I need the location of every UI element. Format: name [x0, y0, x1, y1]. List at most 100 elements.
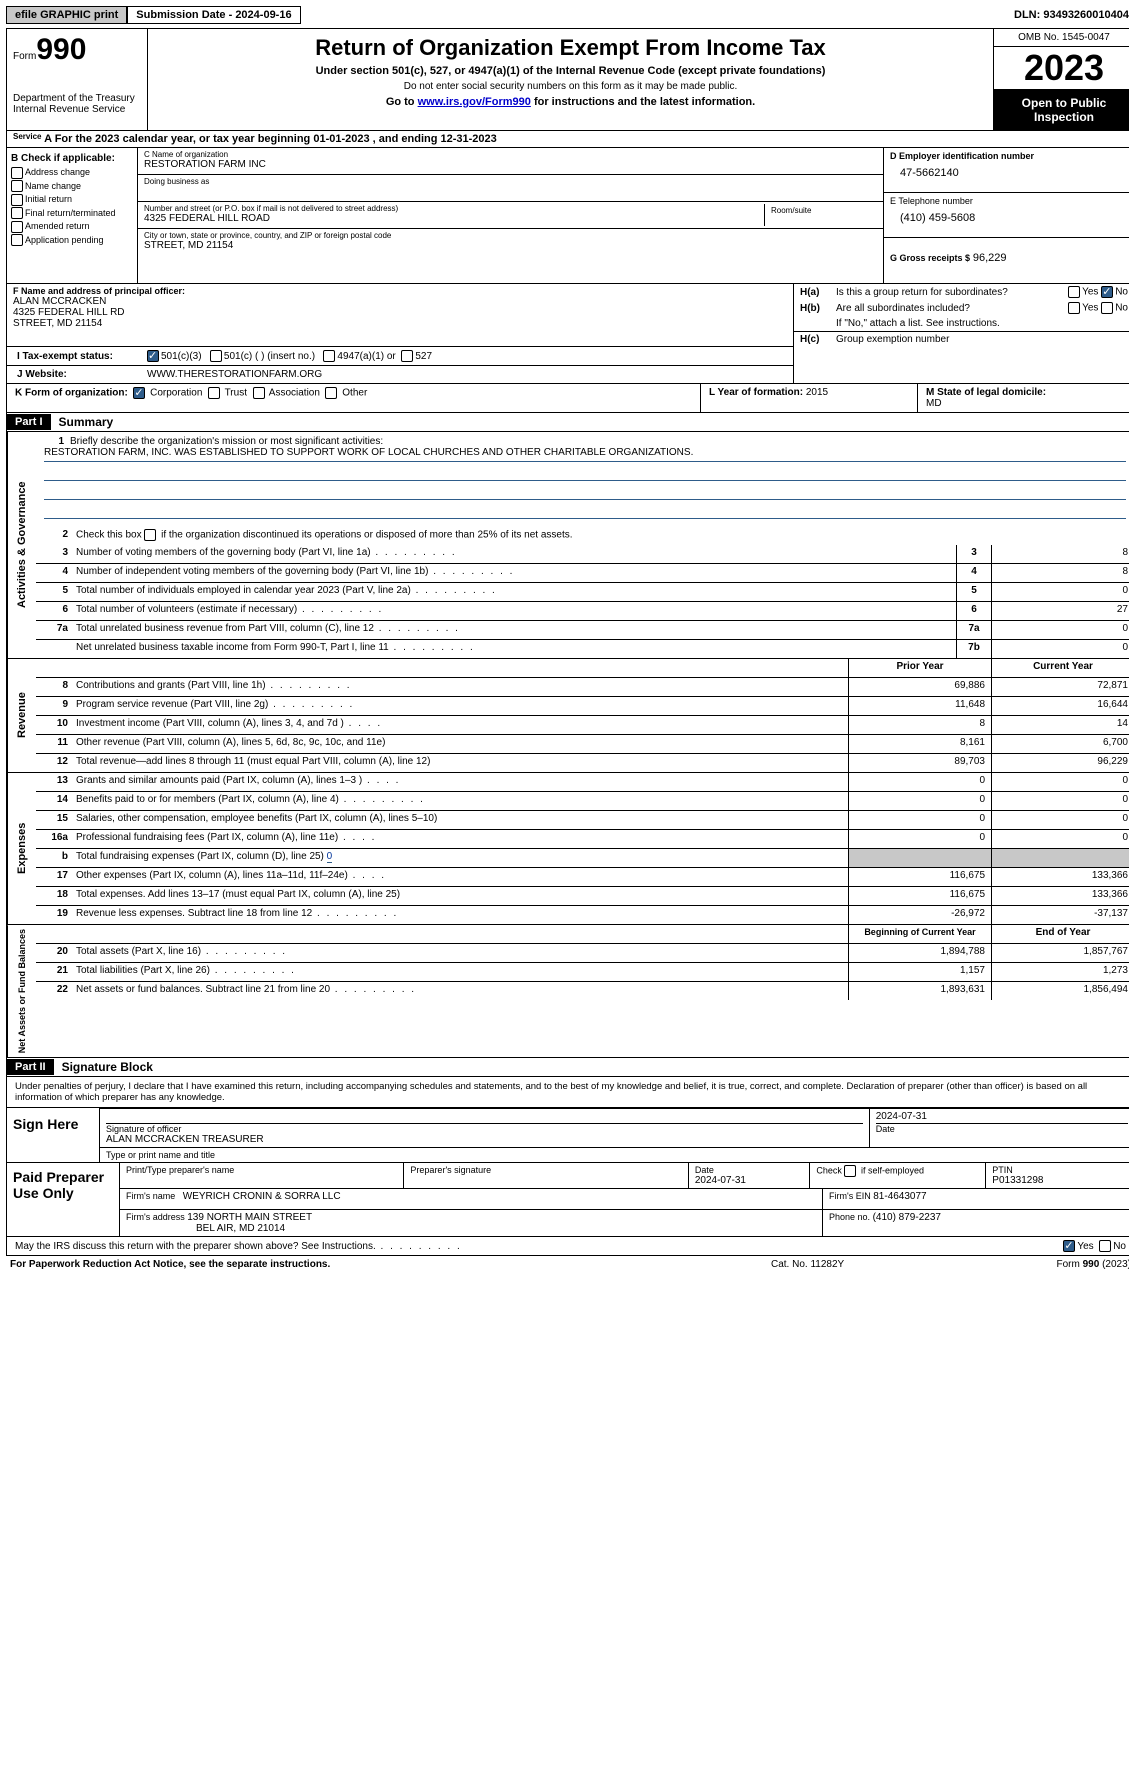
vtab-expenses: Expenses [7, 773, 36, 924]
hb-note: If "No," attach a list. See instructions… [836, 318, 1128, 329]
officer-label: F Name and address of principal officer: [13, 286, 787, 296]
preparer-sig-label: Preparer's signature [404, 1163, 688, 1188]
line11-desc: Other revenue (Part VIII, column (A), li… [72, 735, 848, 753]
checkbox-name-change[interactable] [11, 180, 23, 192]
line19-curr: -37,137 [991, 906, 1129, 924]
ptin-value: P01331298 [992, 1175, 1043, 1186]
street-value: 4325 FEDERAL HILL ROAD [144, 213, 764, 224]
hdr-current-year: Current Year [991, 659, 1129, 677]
checkbox-4947[interactable] [323, 350, 335, 362]
line4-val: 8 [991, 564, 1129, 582]
line16a-prior: 0 [848, 830, 991, 848]
checkbox-initial-return[interactable] [11, 194, 23, 206]
checkbox-self-employed[interactable] [844, 1165, 856, 1177]
paperwork-notice: For Paperwork Reduction Act Notice, see … [10, 1259, 771, 1270]
firm-addr1: 139 NORTH MAIN STREET [187, 1212, 312, 1223]
org-name-value: RESTORATION FARM INC [144, 159, 877, 170]
line15-curr: 0 [991, 811, 1129, 829]
line18-curr: 133,366 [991, 887, 1129, 905]
sig-officer-name: ALAN MCCRACKEN TREASURER [106, 1134, 863, 1145]
checkbox-ha-yes[interactable] [1068, 286, 1080, 298]
governance-section: Activities & Governance 1Briefly describ… [6, 432, 1129, 659]
checkbox-discuss-no[interactable] [1099, 1240, 1111, 1252]
state-domicile: MD [926, 398, 942, 409]
line14-desc: Benefits paid to or for members (Part IX… [72, 792, 848, 810]
checkbox-corp[interactable] [133, 387, 145, 399]
line5-desc: Total number of individuals employed in … [72, 583, 956, 601]
paid-preparer-block: Paid Preparer Use Only Print/Type prepar… [6, 1163, 1129, 1237]
line19-prior: -26,972 [848, 906, 991, 924]
firm-addr2: BEL AIR, MD 21014 [126, 1223, 285, 1234]
signature-declaration: Under penalties of perjury, I declare th… [6, 1077, 1129, 1108]
website-value: WWW.THERESTORATIONFARM.ORG [147, 369, 322, 380]
page-footer: For Paperwork Reduction Act Notice, see … [6, 1256, 1129, 1273]
org-name-label: C Name of organization [144, 150, 877, 159]
checkbox-other[interactable] [325, 387, 337, 399]
checkbox-final-return[interactable] [11, 207, 23, 219]
line6-val: 27 [991, 602, 1129, 620]
vtab-governance: Activities & Governance [7, 432, 36, 658]
line16b-desc: Total fundraising expenses (Part IX, col… [72, 849, 848, 867]
hb-text: Are all subordinates included? [836, 303, 1068, 314]
checkbox-application-pending[interactable] [11, 234, 23, 246]
line20-beg: 1,894,788 [848, 944, 991, 962]
sig-date-value: 2024-07-31 [876, 1111, 1128, 1124]
website-label: J Website: [17, 369, 147, 380]
tax-exempt-label: I Tax-exempt status: [17, 351, 147, 362]
line21-desc: Total liabilities (Part X, line 26) [72, 963, 848, 981]
line17-desc: Other expenses (Part IX, column (A), lin… [72, 868, 848, 886]
vtab-net-assets: Net Assets or Fund Balances [7, 925, 36, 1057]
tax-year-line: Service A For the 2023 calendar year, or… [6, 131, 1129, 148]
form-number: Form990 [13, 33, 141, 67]
omb-number: OMB No. 1545-0047 [994, 29, 1129, 47]
checkbox-discuss-yes[interactable] [1063, 1240, 1075, 1252]
submission-date: Submission Date - 2024-09-16 [127, 6, 300, 24]
form-footer-label: Form 990 (2023) [971, 1259, 1129, 1270]
hdr-beginning: Beginning of Current Year [848, 925, 991, 943]
sign-here-label: Sign Here [7, 1108, 100, 1162]
hc-text: Group exemption number [836, 334, 1128, 345]
firm-ein: 81-4643077 [873, 1191, 926, 1202]
mission-label: Briefly describe the organization's miss… [70, 436, 383, 447]
line14-prior: 0 [848, 792, 991, 810]
checkbox-hb-no[interactable] [1101, 302, 1113, 314]
line6-desc: Total number of volunteers (estimate if … [72, 602, 956, 620]
mission-value: RESTORATION FARM, INC. WAS ESTABLISHED T… [44, 447, 1126, 462]
line22-beg: 1,893,631 [848, 982, 991, 1000]
checkbox-address-change[interactable] [11, 167, 23, 179]
checkbox-amended-return[interactable] [11, 221, 23, 233]
line12-curr: 96,229 [991, 754, 1129, 772]
catalog-number: Cat. No. 11282Y [771, 1259, 971, 1270]
line13-curr: 0 [991, 773, 1129, 791]
line22-end: 1,856,494 [991, 982, 1129, 1000]
checkbox-assoc[interactable] [253, 387, 265, 399]
entity-box: B Check if applicable: Address change Na… [6, 148, 1129, 284]
checkbox-ha-no[interactable] [1101, 286, 1113, 298]
checkbox-527[interactable] [401, 350, 413, 362]
checkbox-trust[interactable] [208, 387, 220, 399]
line12-desc: Total revenue—add lines 8 through 11 (mu… [72, 754, 848, 772]
line18-desc: Total expenses. Add lines 13–17 (must eq… [72, 887, 848, 905]
line5-val: 0 [991, 583, 1129, 601]
line18-prior: 116,675 [848, 887, 991, 905]
open-public-badge: Open to Public Inspection [994, 90, 1129, 130]
preparer-date: 2024-07-31 [695, 1175, 746, 1186]
checkbox-line2[interactable] [144, 529, 156, 541]
line20-desc: Total assets (Part X, line 16) [72, 944, 848, 962]
vtab-revenue: Revenue [7, 659, 36, 772]
form-header: Form990 Department of the Treasury Inter… [6, 28, 1129, 131]
sig-date-label: Date [876, 1124, 1128, 1134]
form-title: Return of Organization Exempt From Incom… [158, 35, 983, 61]
checkbox-501c[interactable] [210, 350, 222, 362]
phone-label: E Telephone number [890, 196, 1128, 206]
line11-curr: 6,700 [991, 735, 1129, 753]
line22-desc: Net assets or fund balances. Subtract li… [72, 982, 848, 1000]
irs-link[interactable]: www.irs.gov/Form990 [418, 96, 531, 108]
line7b-val: 0 [991, 640, 1129, 658]
checkbox-hb-yes[interactable] [1068, 302, 1080, 314]
checkbox-501c3[interactable] [147, 350, 159, 362]
gross-receipts-value: 96,229 [973, 252, 1007, 264]
line8-curr: 72,871 [991, 678, 1129, 696]
efile-print-button[interactable]: efile GRAPHIC print [6, 6, 127, 24]
firm-phone: (410) 879-2237 [873, 1212, 941, 1223]
